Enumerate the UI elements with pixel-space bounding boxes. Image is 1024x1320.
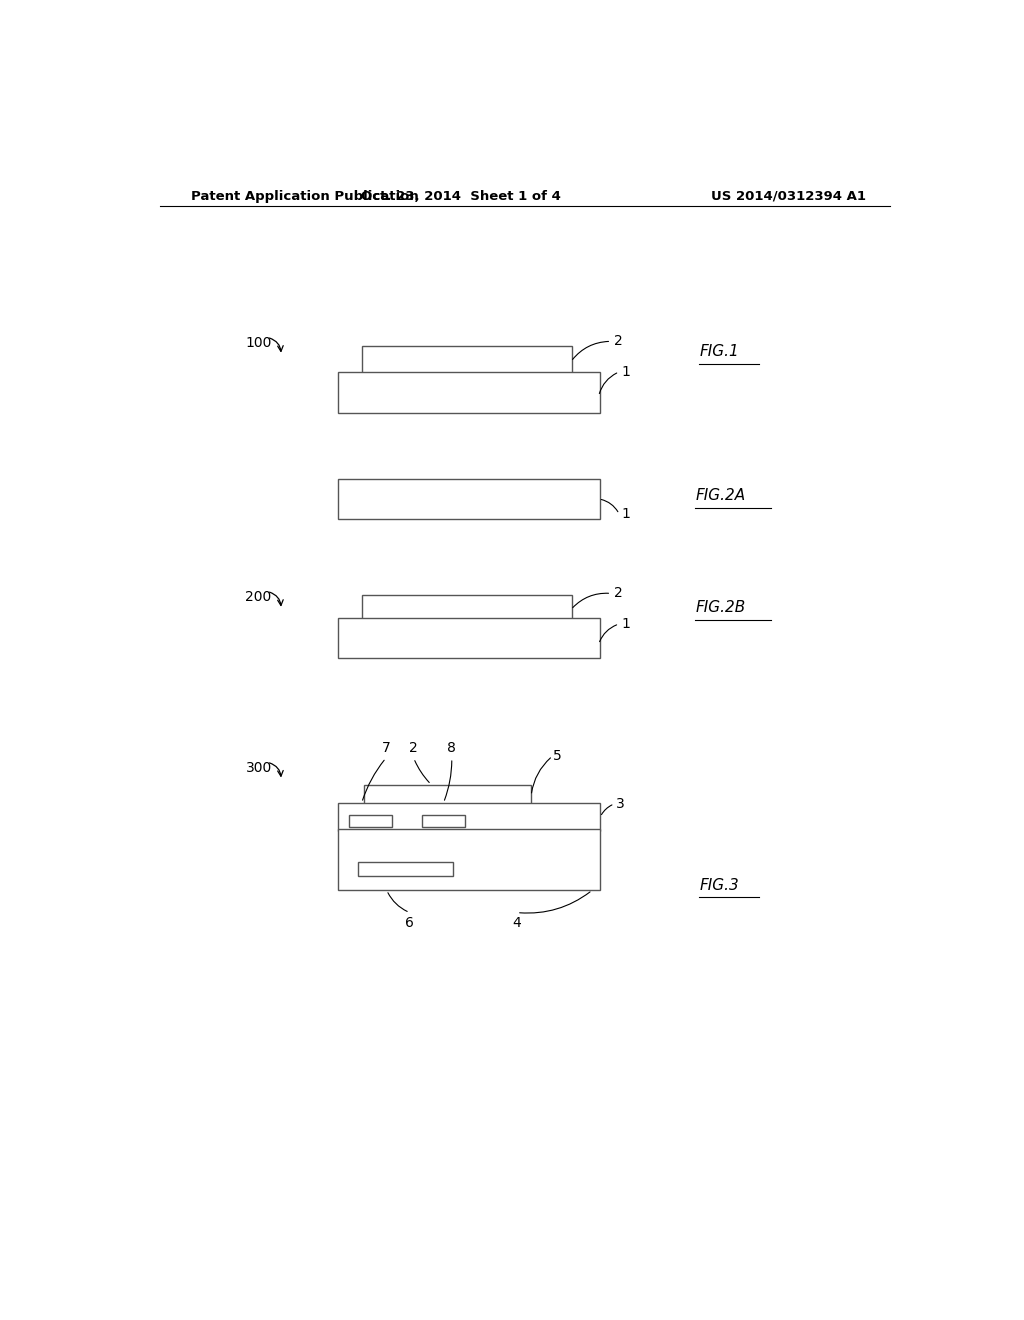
Bar [362, 595, 572, 624]
Text: FIG.2B: FIG.2B [695, 601, 745, 615]
Text: 5: 5 [553, 748, 561, 763]
Text: 300: 300 [246, 762, 271, 775]
Text: Patent Application Publication: Patent Application Publication [191, 190, 419, 202]
Text: 2: 2 [613, 334, 623, 348]
Bar [362, 346, 572, 378]
Bar [348, 814, 392, 828]
Bar [338, 479, 600, 519]
Text: FIG.1: FIG.1 [699, 345, 739, 359]
Text: 2: 2 [410, 741, 418, 755]
Bar [422, 814, 465, 828]
Text: 1: 1 [622, 364, 631, 379]
Text: US 2014/0312394 A1: US 2014/0312394 A1 [711, 190, 866, 202]
Text: 3: 3 [616, 797, 625, 810]
Text: 100: 100 [246, 337, 271, 350]
Text: 2: 2 [613, 586, 623, 601]
Bar [338, 829, 600, 890]
Bar [365, 784, 531, 807]
Bar [338, 372, 600, 412]
Text: 1: 1 [622, 616, 631, 631]
Text: FIG.2A: FIG.2A [695, 488, 745, 503]
Text: 7: 7 [382, 741, 390, 755]
Text: FIG.3: FIG.3 [699, 878, 739, 892]
Bar [338, 803, 600, 832]
Text: 8: 8 [447, 741, 457, 755]
Text: 1: 1 [622, 507, 631, 521]
Text: Oct. 23, 2014  Sheet 1 of 4: Oct. 23, 2014 Sheet 1 of 4 [361, 190, 561, 202]
Text: 6: 6 [406, 916, 414, 929]
Bar [338, 618, 600, 659]
Bar [358, 862, 454, 876]
Text: 200: 200 [246, 590, 271, 605]
Text: 4: 4 [512, 916, 521, 929]
